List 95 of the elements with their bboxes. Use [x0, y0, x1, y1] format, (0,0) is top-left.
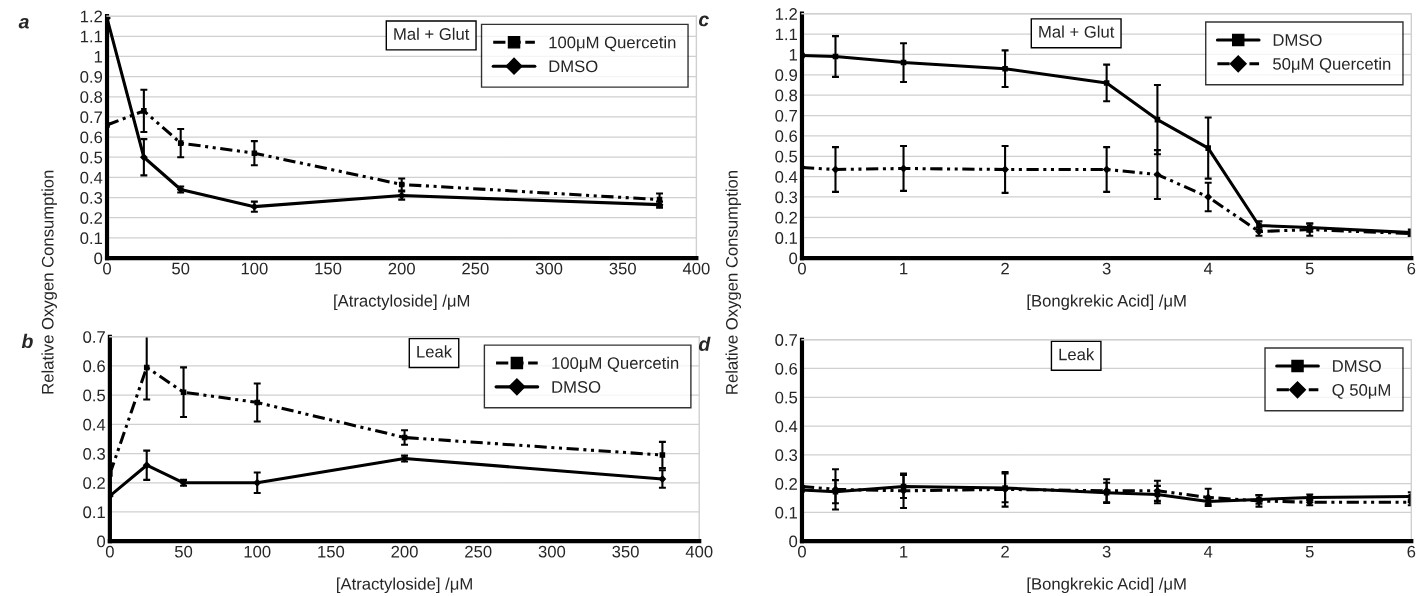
legend-label: DMSO	[1333, 360, 1381, 372]
y-tick-label: 0	[789, 535, 798, 548]
y-tick-label: 0.6	[775, 130, 798, 143]
text: c	[698, 15, 709, 27]
x-tick-label: 400	[682, 262, 710, 275]
y-tick-label: 0.9	[80, 70, 103, 83]
y-tick-label: 0.4	[80, 171, 103, 184]
y-tick-label: 0.3	[775, 191, 798, 204]
x-tick-label: 6	[1407, 262, 1416, 275]
x-tick-label: 350	[609, 262, 636, 275]
x-tick-label: 100	[244, 545, 271, 558]
y-tick-label: 0.8	[80, 91, 103, 103]
y-tick-label: 0.2	[775, 478, 797, 490]
legend-label: 100μM Quercetin	[549, 36, 676, 52]
x-tick-label: 1	[900, 545, 908, 558]
y-tick-label: 1.2	[80, 10, 103, 23]
y-tick-label: 0.6	[83, 360, 105, 373]
x-axis-title: [Atractyloside] /μM	[334, 294, 470, 310]
y-tick-label: 1.1	[80, 30, 103, 43]
x-tick-label: 200	[391, 545, 418, 558]
y-tick-label: 0.2	[775, 211, 797, 224]
y-tick-label: 0.1	[83, 506, 105, 519]
y-tick-label: 0.5	[80, 151, 103, 164]
y-tick-label: 0.5	[83, 389, 106, 402]
x-axis-title: [Bongkrekic Acid] /μM	[1027, 577, 1186, 594]
y-tick-label: 0.4	[83, 418, 106, 431]
annotation: Leak	[1059, 348, 1095, 361]
y-tick-label: 0.7	[83, 331, 105, 343]
x-tick-label: 4	[1203, 545, 1213, 558]
annotation: Mal + Glut	[1039, 25, 1115, 38]
annotation: d	[698, 336, 711, 351]
annotation: Mal + Glut	[394, 27, 470, 40]
legend-label: 50μM Quercetin	[1273, 57, 1391, 73]
y-tick-label: 0.9	[775, 69, 798, 81]
y-tick-label: 0.1	[775, 232, 797, 244]
y-axis-title: Relative Oxygen Consumption	[41, 170, 57, 394]
x-tick-label: 100	[241, 262, 268, 275]
y-tick-label: 1	[789, 49, 797, 61]
legend-label: Q 50μM	[1332, 384, 1390, 399]
x-tick-label: 0	[797, 262, 806, 275]
y-tick-label: 1.1	[775, 28, 797, 41]
x-tick-label: 300	[535, 262, 563, 275]
x-tick-label: 4	[1203, 262, 1213, 275]
x-tick-label: 250	[462, 262, 489, 275]
y-tick-label: 1.2	[775, 8, 797, 20]
x-tick-label: 400	[685, 545, 713, 558]
y-tick-label: 0.7	[80, 111, 103, 124]
legend-label: DMSO	[1273, 34, 1322, 46]
y-tick-label: 0.2	[80, 212, 103, 224]
x-tick-label: 2	[1001, 545, 1009, 558]
y-tick-label: 1	[94, 50, 103, 63]
y-tick-label: 0.7	[775, 334, 797, 346]
y-tick-label: 0.4	[775, 420, 798, 433]
x-tick-label: 3	[1102, 545, 1111, 558]
y-tick-label: 0	[789, 252, 798, 265]
y-tick-label: 0.4	[775, 171, 798, 183]
x-tick-label: 6	[1407, 545, 1416, 558]
y-axis-title: Relative Oxygen Consumption	[725, 171, 742, 394]
x-tick-label: 350	[612, 545, 639, 558]
y-tick-label: 0.6	[775, 362, 798, 375]
legend-label: 100μM Quercetin	[552, 356, 679, 373]
legend-label: DMSO	[549, 60, 598, 73]
y-tick-label: 0.5	[775, 391, 798, 404]
x-tick-label: 250	[465, 545, 492, 558]
y-tick-label: 0	[97, 535, 106, 548]
y-tick-label: 0	[94, 252, 103, 265]
x-axis-title: [Bongkrekic Acid] /μM	[1027, 294, 1186, 310]
x-tick-label: 200	[388, 262, 415, 275]
x-tick-label: 5	[1305, 545, 1314, 558]
x-tick-label: 0	[797, 545, 806, 558]
y-tick-label: 0.8	[775, 89, 798, 102]
y-tick-label: 0.3	[83, 447, 105, 460]
y-tick-label: 0.1	[775, 506, 797, 519]
x-tick-label: 5	[1305, 262, 1314, 275]
x-tick-label: 1	[900, 262, 908, 275]
x-tick-label: 300	[538, 545, 566, 558]
annotation: Leak	[417, 345, 453, 358]
y-tick-label: 0.1	[80, 232, 103, 245]
y-tick-label: 0.6	[80, 131, 103, 144]
y-tick-label: 0.7	[775, 109, 797, 122]
x-tick-label: 50	[174, 545, 193, 558]
y-tick-label: 0.5	[775, 150, 798, 163]
text: b	[21, 333, 33, 349]
x-tick-label: 3	[1102, 262, 1111, 275]
text: a	[18, 17, 29, 29]
y-tick-label: 0.3	[775, 449, 798, 462]
x-tick-label: 50	[172, 262, 190, 275]
x-tick-label: 2	[1001, 262, 1009, 275]
x-tick-label: 0	[105, 545, 114, 558]
y-tick-label: 0.2	[83, 477, 105, 489]
x-tick-label: 150	[315, 262, 342, 275]
legend-label: DMSO	[552, 381, 601, 393]
y-tick-label: 0.3	[80, 191, 103, 204]
x-axis-title: [Atractyloside] /μM	[337, 577, 472, 594]
x-tick-label: 150	[318, 545, 345, 558]
